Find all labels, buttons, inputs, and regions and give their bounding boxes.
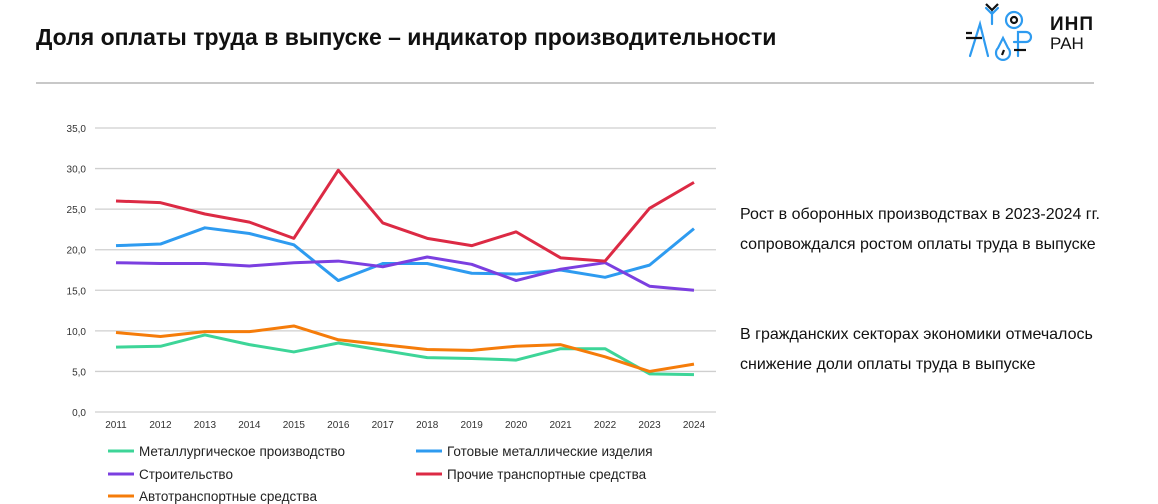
x-tick-label: 2015 xyxy=(283,420,306,431)
x-tick-label: 2022 xyxy=(594,420,617,431)
y-tick-label: 25,0 xyxy=(67,205,87,216)
x-tick-label: 2011 xyxy=(105,420,127,431)
logo-line-2: РАН xyxy=(1050,34,1084,53)
y-tick-label: 0,0 xyxy=(72,408,86,419)
y-tick-label: 5,0 xyxy=(72,367,86,378)
series-line xyxy=(115,168,695,263)
series-line xyxy=(115,333,695,377)
side-text-2: В гражданских секторах экономики отмечал… xyxy=(740,326,1093,373)
x-tick-label: 2016 xyxy=(327,420,350,431)
y-tick-label: 15,0 xyxy=(67,286,87,297)
x-tick-label: 2013 xyxy=(194,420,217,431)
legend-label: Автотранспортные средства xyxy=(139,489,317,504)
x-tick-label: 2024 xyxy=(683,420,706,431)
logo-line-1: ИНП xyxy=(1050,14,1095,35)
x-tick-label: 2018 xyxy=(416,420,439,431)
x-tick-label: 2012 xyxy=(149,420,172,431)
inp-ran-logo-icon xyxy=(966,3,1033,61)
y-tick-label: 20,0 xyxy=(67,246,87,257)
divider xyxy=(36,82,1094,84)
page-title: Доля оплаты труда в выпуске – индикатор … xyxy=(36,24,777,50)
y-tick-label: 30,0 xyxy=(67,165,87,176)
x-tick-label: 2021 xyxy=(549,420,572,431)
legend-label: Готовые металлические изделия xyxy=(447,444,653,459)
x-tick-label: 2023 xyxy=(638,420,661,431)
x-tick-label: 2019 xyxy=(461,420,484,431)
y-tick-label: 35,0 xyxy=(67,124,87,135)
legend-label: Прочие транспортные средства xyxy=(447,467,647,482)
legend-label: Строительство xyxy=(139,467,233,482)
series-line xyxy=(115,324,695,373)
series-line xyxy=(115,255,695,292)
legend-label: Металлургическое производство xyxy=(139,444,345,459)
x-tick-label: 2017 xyxy=(372,420,395,431)
logo-text: ИНП РАН xyxy=(1050,15,1094,53)
side-text-1: Рост в оборонных производствах в 2023-20… xyxy=(740,206,1100,253)
series-line xyxy=(115,226,695,283)
x-tick-label: 2020 xyxy=(505,420,528,431)
y-tick-label: 10,0 xyxy=(67,327,87,338)
x-tick-label: 2014 xyxy=(238,420,261,431)
